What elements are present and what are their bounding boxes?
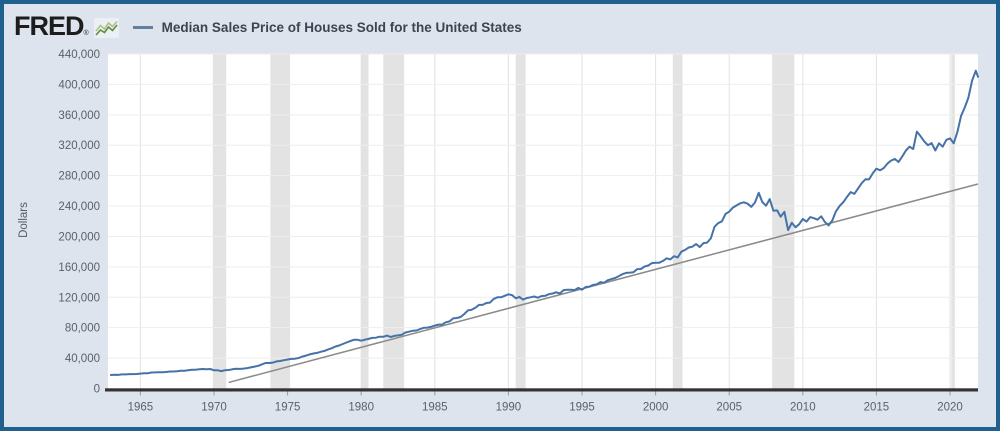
y-tick-label: 40,000 bbox=[65, 353, 100, 365]
recession-band bbox=[951, 54, 955, 389]
y-tick-label: 120,000 bbox=[58, 292, 100, 304]
x-tick-label: 1970 bbox=[201, 402, 227, 414]
recession-band bbox=[672, 54, 683, 389]
registered-mark: ® bbox=[83, 29, 89, 37]
plot-background bbox=[108, 54, 978, 389]
recession-band bbox=[772, 54, 795, 389]
recession-band bbox=[270, 54, 291, 389]
y-tick-label: 400,000 bbox=[58, 79, 100, 91]
x-tick-label: 1965 bbox=[128, 402, 154, 414]
recession-band bbox=[515, 54, 526, 389]
series-line bbox=[109, 69, 979, 376]
x-tick-label: 1995 bbox=[569, 402, 595, 414]
y-tick-label: 440,000 bbox=[58, 49, 100, 61]
x-tick-label: 2010 bbox=[790, 402, 816, 414]
x-tick-label: 2015 bbox=[864, 402, 890, 414]
x-axis-line bbox=[105, 388, 978, 392]
y-axis-title: Dollars bbox=[18, 202, 31, 238]
x-tick-label: 1980 bbox=[348, 402, 374, 414]
y-tick-label: 240,000 bbox=[58, 201, 100, 213]
y-tick-label: 160,000 bbox=[58, 262, 100, 274]
y-tick-label: 80,000 bbox=[65, 323, 100, 335]
y-tick-label: 280,000 bbox=[58, 171, 100, 183]
x-tick-label: 2005 bbox=[716, 402, 742, 414]
recession-band bbox=[361, 54, 369, 389]
y-axis-title-wrap: Dollars bbox=[12, 40, 36, 400]
legend-series-label[interactable]: Median Sales Price of Houses Sold for th… bbox=[161, 19, 522, 35]
x-tick-label: 1975 bbox=[275, 402, 301, 414]
recession-band bbox=[383, 54, 405, 389]
recession-band bbox=[212, 54, 227, 389]
chart-header: FRED® Median Sales Price of Houses Sold … bbox=[14, 10, 522, 42]
y-tick-label: 0 bbox=[94, 384, 100, 396]
chart-plot-area[interactable]: 1965 1970 1975 1980 1985 1990 1995 2000 2005 2010… bbox=[4, 4, 996, 427]
legend-line-swatch bbox=[132, 25, 153, 29]
x-tick-label: 2000 bbox=[643, 402, 669, 414]
fred-logo[interactable]: FRED® bbox=[14, 10, 89, 41]
y-tick-label: 360,000 bbox=[58, 110, 100, 122]
y-tick-label: 320,000 bbox=[58, 140, 100, 152]
sparkline-icon bbox=[93, 18, 119, 38]
y-tick-label: 200,000 bbox=[58, 231, 100, 243]
x-tick-label: 1985 bbox=[422, 402, 448, 414]
fred-logo-text: FRED bbox=[14, 10, 84, 41]
x-tick-label: 2020 bbox=[937, 402, 963, 414]
x-tick-label: 1990 bbox=[496, 402, 522, 414]
